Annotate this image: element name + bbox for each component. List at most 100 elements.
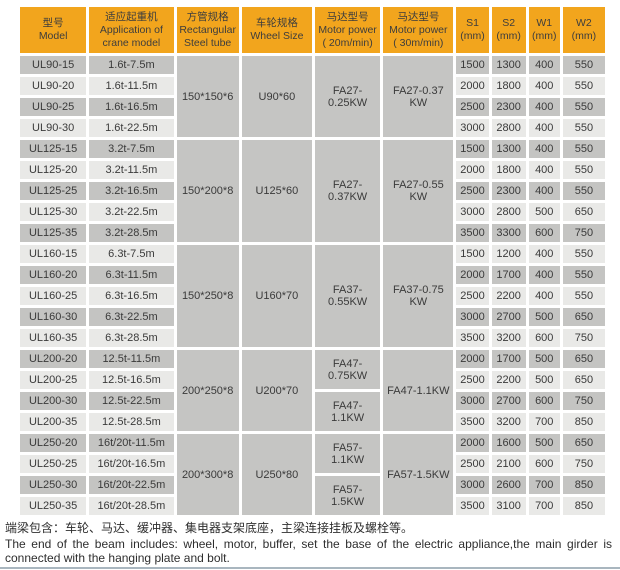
cell-application: 1.6t-16.5m bbox=[89, 98, 174, 116]
table-row: UL250-25 16t/20t-16.5m 2500 2100 600 750 bbox=[20, 455, 605, 473]
cell-s2: 1700 bbox=[491, 266, 526, 284]
cell-s2: 2800 bbox=[491, 119, 526, 137]
cell-model: UL160-35 bbox=[20, 329, 87, 347]
table-row: UL90-15 1.6t-7.5m 150*150*6 U90*60 FA27-0.25… bbox=[20, 56, 605, 137]
cell-application: 16t/20t-22.5m bbox=[89, 476, 174, 494]
cell-w2: 850 bbox=[562, 476, 605, 494]
cell-s1: 2000 bbox=[456, 266, 489, 284]
cell-s2: 3300 bbox=[491, 224, 526, 242]
cell-application: 1.6t-7.5m bbox=[89, 56, 174, 74]
cell-s2: 2100 bbox=[491, 455, 526, 473]
cell-s1: 3500 bbox=[456, 329, 489, 347]
cell-model: UL250-20 bbox=[20, 434, 87, 452]
cell-s1: 1500 bbox=[456, 56, 489, 74]
table-row: UL125-30 3.2t-22.5m 3000 2800 500 650 bbox=[20, 203, 605, 221]
cell-w2: 550 bbox=[562, 161, 605, 179]
cell-w1: 500 bbox=[528, 371, 560, 389]
cell-model: UL90-25 bbox=[20, 98, 87, 116]
cell-application: 3.2t-22.5m bbox=[89, 203, 174, 221]
cell-s2: 3200 bbox=[491, 329, 526, 347]
cell-s1: 2000 bbox=[456, 350, 489, 368]
cell-w1: 400 bbox=[528, 287, 560, 305]
cell-model: UL250-30 bbox=[20, 476, 87, 494]
footer-note-chinese: 端梁包含：车轮、马达、缓冲器、集电器支架底座，主梁连接挂板及螺栓等。 bbox=[5, 521, 414, 535]
cell-model: UL200-35 bbox=[20, 413, 87, 431]
cell-model: UL160-25 bbox=[20, 287, 87, 305]
cell-motor-power-30: FA27-0.37 KW bbox=[383, 56, 454, 137]
cell-w1: 400 bbox=[528, 56, 560, 74]
cell-s2: 1800 bbox=[491, 161, 526, 179]
cell-s1: 2500 bbox=[456, 287, 489, 305]
cell-wheel-size: U125*60 bbox=[241, 140, 312, 242]
cell-w2: 550 bbox=[562, 245, 605, 263]
cell-s1: 2500 bbox=[456, 182, 489, 200]
table-row: UL90-20 1.6t-11.5m 2000 1800 400 550 bbox=[20, 77, 605, 95]
cell-motor-power-20: FA57-1.5KW bbox=[315, 476, 381, 515]
cell-w1: 500 bbox=[528, 350, 560, 368]
cell-steel-tube: 200*250*8 bbox=[176, 350, 239, 431]
header-cell: 型号 Model bbox=[20, 7, 87, 53]
cell-motor-power-20: FA47-1.1KW bbox=[315, 392, 381, 431]
header-cell: S2 (mm) bbox=[491, 7, 526, 53]
cell-model: UL125-20 bbox=[20, 161, 87, 179]
cell-s2: 1800 bbox=[491, 77, 526, 95]
cell-s2: 1300 bbox=[491, 56, 526, 74]
table-row: UL125-35 3.2t-28.5m 3500 3300 600 750 bbox=[20, 224, 605, 242]
cell-application: 12.5t-11.5m bbox=[89, 350, 174, 368]
cell-w2: 850 bbox=[562, 497, 605, 515]
cell-motor-power-30: FA47-1.1KW bbox=[383, 350, 454, 431]
cell-s1: 3000 bbox=[456, 476, 489, 494]
cell-application: 6.3t-28.5m bbox=[89, 329, 174, 347]
cell-application: 12.5t-16.5m bbox=[89, 371, 174, 389]
cell-s2: 2200 bbox=[491, 371, 526, 389]
cell-s1: 3500 bbox=[456, 224, 489, 242]
cell-w2: 650 bbox=[562, 308, 605, 326]
cell-s2: 2800 bbox=[491, 203, 526, 221]
cell-application: 6.3t-16.5m bbox=[89, 287, 174, 305]
cell-wheel-size: U250*80 bbox=[241, 434, 312, 515]
cell-model: UL250-35 bbox=[20, 497, 87, 515]
table-row: UL250-30 16t/20t-22.5m FA57-1.5KW 3000 2600 7… bbox=[20, 476, 605, 515]
cell-model: UL125-30 bbox=[20, 203, 87, 221]
header-cell: 马达型号 Motor power( 20m/min) bbox=[315, 7, 381, 53]
cell-w1: 600 bbox=[528, 392, 560, 410]
cell-application: 16t/20t-11.5m bbox=[89, 434, 174, 452]
footer-note: 端梁包含：车轮、马达、缓冲器、集电器支架底座，主梁连接挂板及螺栓等。 The e… bbox=[0, 518, 620, 565]
header-cell: 车轮规格 Wheel Size bbox=[241, 7, 312, 53]
header-cell: 方管规格 Rectangular Steel tube bbox=[176, 7, 239, 53]
cell-model: UL160-20 bbox=[20, 266, 87, 284]
header-cell: 马达型号 Motor power( 30m/min) bbox=[383, 7, 454, 53]
cell-s1: 2000 bbox=[456, 77, 489, 95]
cell-s2: 2700 bbox=[491, 392, 526, 410]
cell-s2: 2700 bbox=[491, 308, 526, 326]
cell-s2: 3200 bbox=[491, 413, 526, 431]
cell-w1: 500 bbox=[528, 308, 560, 326]
cell-w1: 700 bbox=[528, 413, 560, 431]
cell-w2: 550 bbox=[562, 77, 605, 95]
table-row: UL125-15 3.2t-7.5m 150*200*8 U125*60 FA27-0.… bbox=[20, 140, 605, 242]
table-row: UL200-35 12.5t-28.5m 3500 3200 700 850 bbox=[20, 413, 605, 431]
cell-w2: 750 bbox=[562, 455, 605, 473]
header-row: 型号 Model 适应起重机 Application of crane model 方管规… bbox=[20, 7, 605, 53]
cell-application: 3.2t-28.5m bbox=[89, 224, 174, 242]
cell-w2: 650 bbox=[562, 371, 605, 389]
cell-steel-tube: 150*250*8 bbox=[176, 245, 239, 347]
cell-application: 6.3t-22.5m bbox=[89, 308, 174, 326]
cell-model: UL125-25 bbox=[20, 182, 87, 200]
cell-application: 3.2t-11.5m bbox=[89, 161, 174, 179]
cell-w2: 550 bbox=[562, 140, 605, 158]
cell-wheel-size: U90*60 bbox=[241, 56, 312, 137]
cell-s1: 3000 bbox=[456, 119, 489, 137]
cell-w2: 550 bbox=[562, 98, 605, 116]
cell-w1: 600 bbox=[528, 224, 560, 242]
table-row: UL160-25 6.3t-16.5m 2500 2200 400 550 bbox=[20, 287, 605, 305]
cell-motor-power-20: FA37-0.55KW bbox=[315, 245, 381, 347]
cell-w1: 400 bbox=[528, 77, 560, 95]
cell-application: 3.2t-16.5m bbox=[89, 182, 174, 200]
cell-model: UL200-20 bbox=[20, 350, 87, 368]
cell-w2: 550 bbox=[562, 119, 605, 137]
cell-application: 12.5t-22.5m bbox=[89, 392, 174, 410]
cell-steel-tube: 200*300*8 bbox=[176, 434, 239, 515]
cell-s1: 1500 bbox=[456, 245, 489, 263]
cell-s2: 1200 bbox=[491, 245, 526, 263]
